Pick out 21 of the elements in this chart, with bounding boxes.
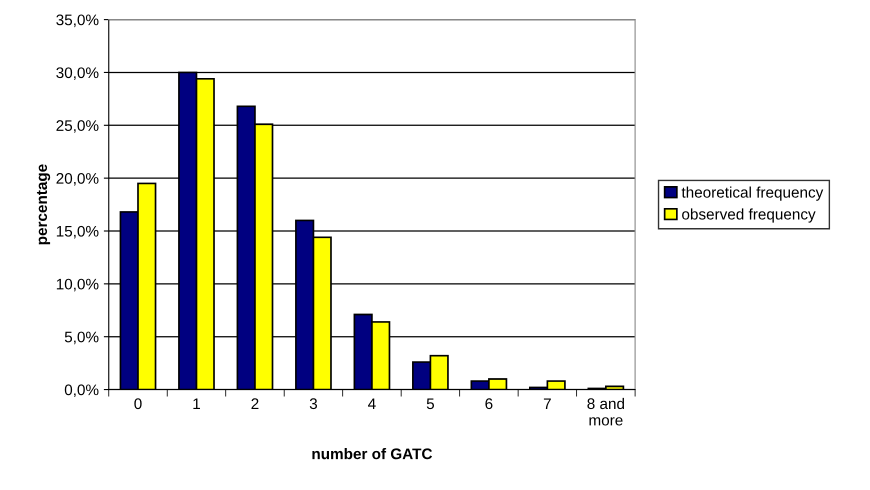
y-tick-label: 20,0%: [56, 173, 98, 186]
x-axis-title: number of GATC: [312, 448, 432, 460]
legend-label: theoretical frequency: [682, 186, 824, 201]
x-tick-label: 1: [193, 398, 200, 409]
y-tick-label: 0,0%: [64, 384, 98, 398]
x-tick-label: 5: [426, 398, 434, 410]
y-tick-label: 35,0%: [56, 14, 98, 28]
x-tick-label: 6: [485, 398, 492, 410]
x-tick-label: 3: [310, 398, 318, 410]
x-tick-label: 4: [368, 398, 376, 409]
x-tick-label: 8 and more: [587, 398, 624, 426]
y-tick-label: 10,0%: [56, 278, 98, 292]
y-tick-label: 15,0%: [56, 226, 98, 238]
y-tick-label: 5,0%: [64, 332, 98, 344]
x-tick-label: 2: [251, 398, 258, 409]
y-tick-label: 30,0%: [56, 67, 98, 80]
x-tick-label: 7: [544, 398, 551, 409]
y-tick-label: 25,0%: [56, 120, 98, 133]
legend-label: observed frequency: [682, 208, 816, 223]
y-axis-title: percentage: [36, 164, 50, 244]
x-tick-label: 0: [134, 398, 142, 410]
